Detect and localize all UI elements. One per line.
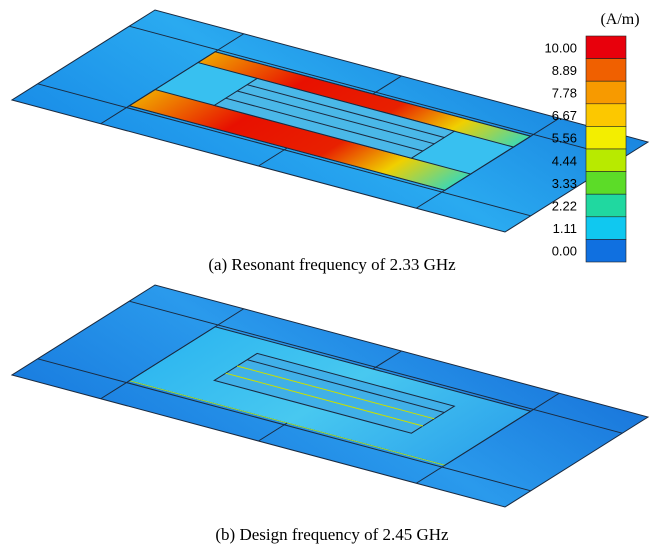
colorbar-label: 7.78	[552, 86, 577, 101]
colorbar-label: 1.11	[553, 221, 577, 236]
colorbar-label: 6.67	[552, 108, 577, 123]
color-swatch	[586, 36, 626, 59]
color-swatch	[586, 104, 626, 127]
color-swatch	[586, 217, 626, 240]
colorbar: (A/m) 10.00 8.89 7.78 6.67 5.56 4.44 3.33 2.22 1…	[544, 11, 639, 262]
color-swatch	[586, 59, 626, 82]
colorbar-label: 5.56	[552, 131, 577, 146]
color-swatch	[586, 172, 626, 195]
colorbar-label: 3.33	[552, 176, 577, 191]
color-swatch	[586, 126, 626, 149]
page: {"figures": [ {"caption": "(a) Resonant …	[0, 0, 664, 550]
caption: (b) Design frequency of 2.45 GHz	[215, 525, 449, 544]
plate-b	[12, 285, 648, 507]
color-swatch	[586, 239, 626, 262]
colorbar-label: 10.00	[544, 40, 577, 55]
color-swatch	[586, 81, 626, 104]
caption: (a) Resonant frequency of 2.33 GHz	[208, 255, 456, 274]
colorbar-label: 8.89	[552, 63, 577, 78]
figure: (A/m) 10.00 8.89 7.78 6.67 5.56 4.44 3.33 2.22 1…	[0, 0, 664, 550]
color-swatch	[586, 149, 626, 172]
colorbar-label: 2.22	[552, 199, 577, 214]
colorbar-label: 4.44	[552, 153, 577, 168]
colorbar-label: 0.00	[552, 244, 577, 259]
color-swatch	[586, 194, 626, 217]
colorbar-unit: (A/m)	[600, 11, 639, 28]
